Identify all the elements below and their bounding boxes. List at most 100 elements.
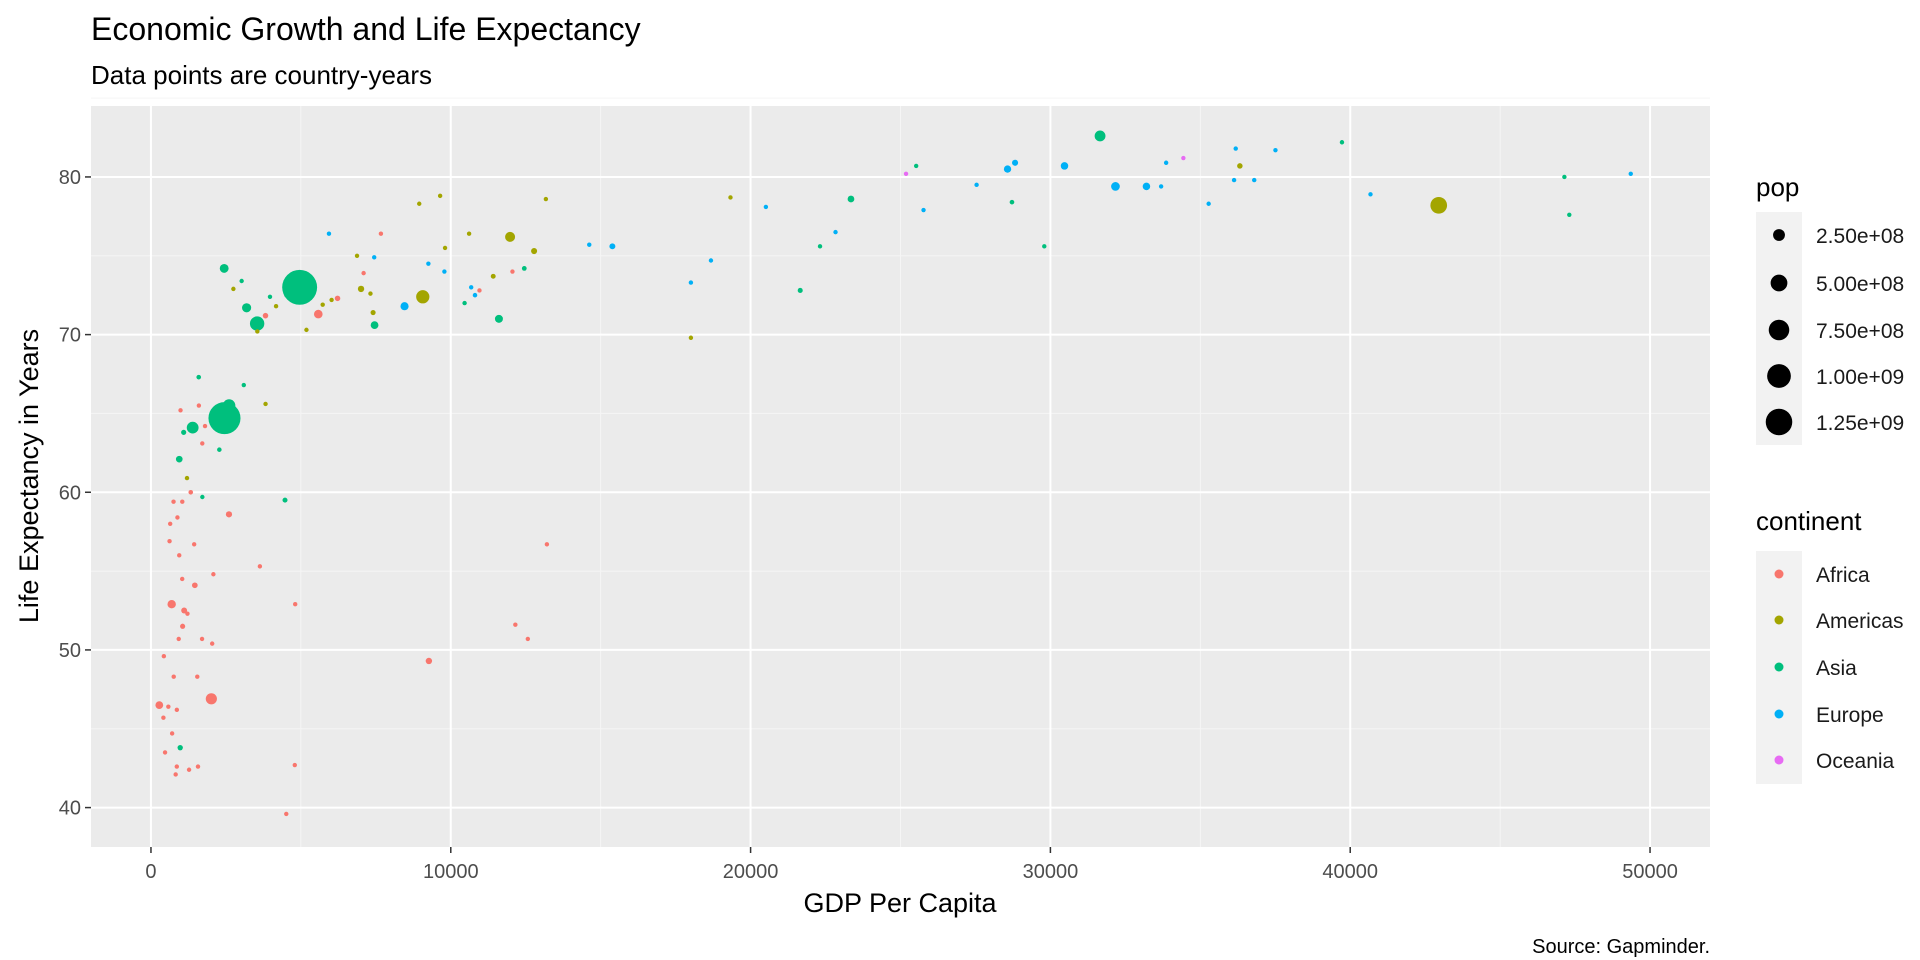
x-tick-label: 40000 <box>1322 861 1378 883</box>
data-point-africa <box>199 636 205 642</box>
data-point-asia <box>1562 174 1567 180</box>
data-point-africa <box>161 715 166 720</box>
data-point-africa <box>185 611 190 616</box>
data-point-africa <box>155 701 164 709</box>
data-point-europe <box>1273 147 1278 153</box>
data-point-europe <box>1628 171 1633 176</box>
data-point-asia <box>1094 130 1106 142</box>
data-point-africa <box>181 607 188 614</box>
y-tick-label: 40 <box>59 798 81 820</box>
data-point-americas <box>304 327 309 333</box>
data-point-americas <box>437 193 443 199</box>
data-point-africa <box>191 582 198 589</box>
data-point-europe <box>1206 201 1211 206</box>
data-point-asia <box>241 382 246 388</box>
data-point-africa <box>166 704 171 709</box>
size-legend-label: 1.25e+09 <box>1816 412 1904 435</box>
size-legend-key <box>1768 319 1790 341</box>
data-point-africa <box>477 288 482 293</box>
y-tick-label: 70 <box>59 325 81 347</box>
data-point-europe <box>974 182 979 188</box>
data-point-africa <box>525 636 531 642</box>
data-point-asia <box>239 278 244 284</box>
data-point-asia <box>494 314 503 323</box>
data-point-africa <box>162 750 168 755</box>
data-point-asia <box>181 429 187 435</box>
size-legend-title: pop <box>1756 172 1799 202</box>
data-point-africa <box>510 269 515 274</box>
data-point-asia <box>282 497 288 503</box>
data-point-africa <box>173 772 178 777</box>
data-point-asia <box>267 294 273 299</box>
size-legend: pop 2.50e+08 5.00e+08 7.50e+08 1.00e+09 1.25… <box>1756 172 1904 445</box>
data-point-africa <box>167 600 176 609</box>
size-legend-label: 5.00e+08 <box>1816 273 1904 296</box>
data-point-asia <box>222 399 236 412</box>
data-point-africa <box>334 295 341 302</box>
data-point-africa <box>378 231 384 236</box>
data-point-americas <box>357 285 365 293</box>
data-point-africa <box>196 403 202 408</box>
data-point-asia <box>200 494 205 500</box>
color-legend-key-oceania <box>1774 755 1784 765</box>
chart-caption: Source: Gapminder. <box>1532 936 1710 958</box>
data-point-africa <box>200 441 205 446</box>
data-point-africa <box>180 623 186 629</box>
data-point-europe <box>763 204 769 210</box>
data-point-europe <box>372 255 377 260</box>
data-point-americas <box>354 253 360 258</box>
data-point-asia <box>217 447 222 452</box>
data-point-africa <box>175 515 180 520</box>
data-point-africa <box>209 641 215 646</box>
x-tick-label: 10000 <box>423 861 479 883</box>
data-point-europe <box>326 231 332 236</box>
data-point-africa <box>195 764 201 769</box>
x-tick-label: 50000 <box>1622 861 1678 883</box>
color-legend-label: Oceania <box>1816 750 1895 773</box>
data-point-americas <box>329 297 334 303</box>
x-tick-label: 20000 <box>723 861 779 883</box>
y-tick-label: 80 <box>59 167 81 189</box>
data-point-asia <box>462 300 467 306</box>
data-point-americas <box>263 401 268 407</box>
data-point-africa <box>225 511 233 518</box>
data-point-asia <box>817 244 823 249</box>
data-point-asia <box>521 265 527 271</box>
data-point-asia <box>175 455 183 463</box>
color-legend-label: Africa <box>1816 564 1870 587</box>
data-point-africa <box>293 602 298 607</box>
data-point-americas <box>490 273 496 279</box>
x-tick-label: 0 <box>145 861 156 883</box>
data-point-asia <box>177 744 183 751</box>
chart-title: Economic Growth and Life Expectancy <box>91 11 641 47</box>
data-point-americas <box>273 304 279 309</box>
data-point-americas <box>370 309 376 316</box>
data-point-asia <box>282 269 318 305</box>
data-point-europe <box>708 258 714 263</box>
data-point-africa <box>191 542 197 547</box>
data-point-africa <box>177 553 182 558</box>
size-legend-keys: 2.50e+08 5.00e+08 7.50e+08 1.00e+09 1.25e+09 <box>1765 225 1904 436</box>
color-legend-key-americas <box>1774 615 1784 625</box>
data-point-europe <box>1233 146 1238 151</box>
data-point-europe <box>921 207 926 213</box>
data-point-africa <box>202 423 208 429</box>
data-point-asia <box>196 374 202 380</box>
data-point-europe <box>1252 177 1257 183</box>
data-point-asia <box>1009 199 1015 205</box>
data-point-asia <box>1339 140 1345 145</box>
data-point-asia <box>1567 212 1572 217</box>
data-point-africa <box>361 270 366 276</box>
data-point-asia <box>219 263 229 273</box>
data-point-asia <box>249 316 265 331</box>
major-gridlines <box>91 106 1710 847</box>
data-point-americas <box>416 290 430 304</box>
data-point-africa <box>188 489 194 495</box>
data-point-africa <box>513 622 518 627</box>
size-legend-key <box>1765 408 1793 436</box>
size-legend-key <box>1767 364 1791 388</box>
color-legend-label: Asia <box>1816 657 1857 680</box>
data-point-asia <box>242 303 252 313</box>
data-point-asia <box>913 163 919 169</box>
